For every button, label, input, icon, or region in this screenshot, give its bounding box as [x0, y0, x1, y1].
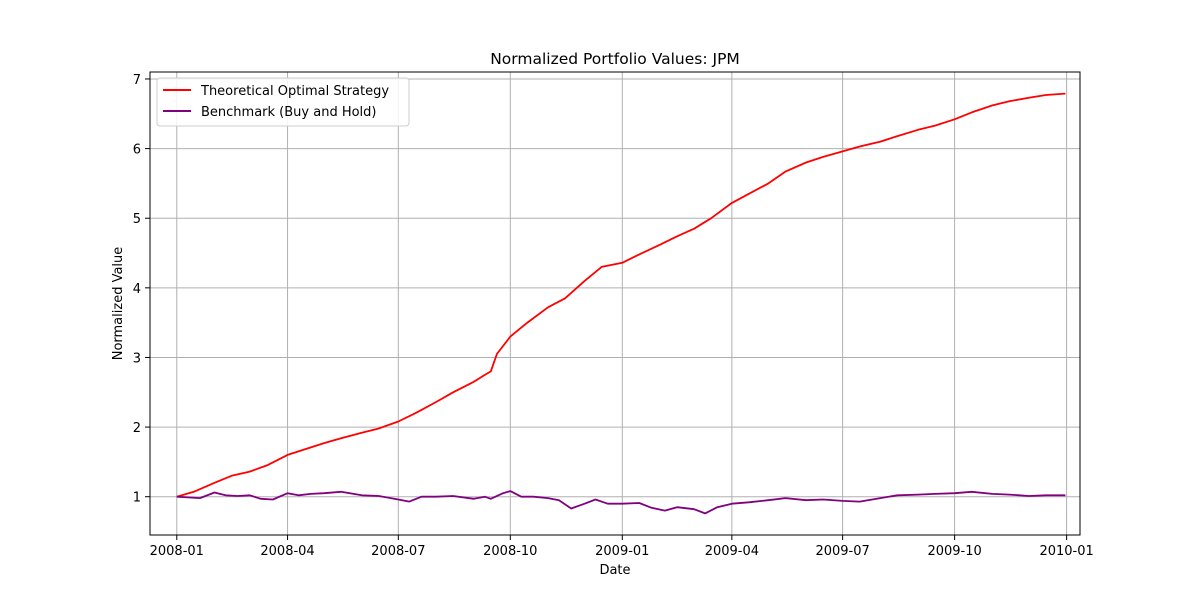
y-axis-title: Normalized Value — [111, 247, 126, 361]
x-tick-label: 2008-07 — [371, 544, 425, 559]
legend: Theoretical Optimal Strategy Benchmark (… — [156, 77, 410, 127]
y-tick-label: 2 — [133, 421, 141, 436]
legend-label-optimal: Theoretical Optimal Strategy — [200, 84, 389, 99]
x-axis-title: Date — [599, 563, 630, 578]
chart-title: Normalized Portfolio Values: JPM — [490, 50, 740, 68]
grid — [150, 72, 1080, 535]
series-line-1 — [176, 490, 1066, 515]
x-tick-label: 2009-10 — [927, 544, 981, 559]
y-tick-label: 7 — [133, 73, 141, 88]
x-tick-label: 2009-04 — [705, 544, 759, 559]
x-tick-label: 2008-01 — [150, 544, 204, 559]
x-tick-label: 2009-07 — [815, 544, 869, 559]
y-tick-label: 1 — [133, 491, 141, 506]
y-tick-label: 5 — [133, 212, 141, 227]
series-lines — [176, 92, 1066, 515]
x-tick-label: 2008-10 — [483, 544, 537, 559]
series-line-0 — [176, 92, 1066, 498]
x-tick-label: 2008-04 — [260, 544, 314, 559]
x-tick-label: 2010-01 — [1039, 544, 1093, 559]
x-tick-label: 2009-01 — [595, 544, 649, 559]
y-tick-label: 4 — [133, 282, 141, 297]
y-tick-label: 3 — [133, 351, 141, 366]
axis-ticks: 2008-01 2008-04 2008-07 2008-10 2009-01 2009-… — [133, 73, 1094, 559]
legend-box — [156, 77, 410, 127]
legend-label-benchmark: Benchmark (Buy and Hold) — [201, 105, 377, 120]
y-tick-label: 6 — [133, 143, 141, 158]
plot-frame — [149, 71, 1081, 536]
